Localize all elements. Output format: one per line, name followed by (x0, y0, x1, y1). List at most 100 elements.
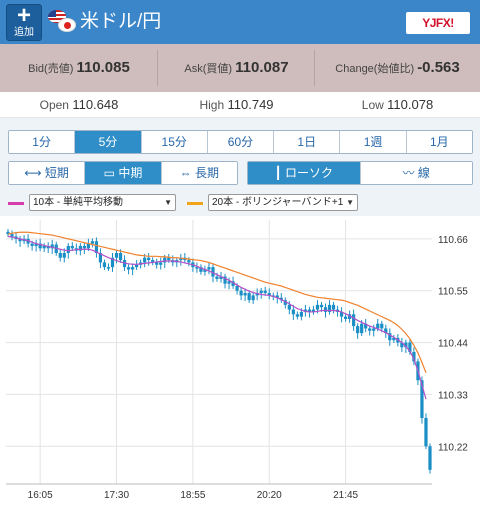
candle-body (400, 342, 404, 348)
high-value: 110.749 (227, 97, 274, 112)
candle-body (420, 380, 424, 418)
candle-body (147, 257, 151, 261)
candle-body (424, 418, 428, 447)
candle-body (327, 304, 332, 312)
candle-body (163, 257, 167, 263)
candle-body (110, 257, 115, 268)
timeframe-1m[interactable]: 1分 (9, 131, 76, 153)
candle-body (352, 314, 356, 327)
candle-body (155, 262, 159, 265)
candlestick-label: ローソク (285, 166, 334, 180)
candle-body (215, 276, 219, 279)
candle-body (203, 269, 207, 272)
candle-body (122, 260, 127, 268)
x-tick-label: 16:05 (28, 490, 53, 501)
timeframe-1d[interactable]: 1日 (274, 131, 341, 153)
candle-body (392, 337, 396, 341)
candle-body (90, 241, 95, 244)
bb-select[interactable]: 20本 - ボリンジャーバンド+1 ▼ (208, 194, 358, 211)
candle-body (42, 245, 46, 249)
long-term-icon: ⇔ (179, 166, 192, 180)
bollinger-band-line (7, 231, 427, 373)
ma-color-swatch (8, 202, 24, 205)
candle-body (34, 243, 38, 246)
timeframe-15m[interactable]: 15分 (141, 131, 208, 153)
candle-body (235, 286, 239, 291)
bb-select-value: 20本 - ボリンジャーバンド+1 (212, 197, 344, 208)
candle-body (356, 326, 360, 334)
candle-body (307, 309, 312, 312)
candle-body (343, 316, 348, 319)
candle-body (315, 304, 320, 310)
line-style-button[interactable]: 〰 線 (360, 162, 472, 184)
candle-body (130, 267, 135, 270)
candle-body (275, 295, 279, 298)
candle-body (299, 311, 303, 317)
candle-body (295, 314, 299, 317)
candle-body (339, 311, 344, 317)
candle-body (408, 342, 412, 352)
timeframe-60m[interactable]: 60分 (207, 131, 275, 153)
timeframe-5m[interactable]: 5分 (75, 131, 142, 153)
candle-body (219, 276, 223, 279)
y-tick-label: 110.66 (438, 235, 468, 246)
timeframe-1w[interactable]: 1週 (340, 131, 407, 153)
candle-body (207, 267, 211, 270)
x-tick-label: 20:20 (257, 490, 282, 501)
candle-body (62, 253, 66, 258)
ma-select-value: 10本 - 単純平均移動 (33, 197, 124, 208)
candle-body (102, 262, 107, 268)
candle-body (283, 300, 287, 305)
candle-body (98, 253, 103, 263)
candle-body (255, 293, 259, 296)
candle-body (66, 245, 70, 253)
timeframe-selector: 1分 5分 15分 60分 1日 1週 1月 (8, 130, 473, 154)
ma-select[interactable]: 10本 - 単純平均移動 ▼ (29, 194, 176, 211)
candle-body (30, 243, 34, 246)
term-short-button[interactable]: ⟷ 短期 (9, 162, 86, 184)
candle-body (78, 245, 82, 251)
candle-body (323, 307, 328, 312)
price-chart[interactable]: 110.66 110.55 110.44 110.33 110.22 16:05 17:30… (0, 216, 480, 510)
candle-body (243, 293, 247, 296)
candle-body (58, 253, 62, 258)
term-long-label: 長期 (194, 166, 219, 180)
candle-body (179, 257, 183, 261)
x-tick-label: 21:45 (333, 490, 358, 501)
plus-icon: + (16, 2, 31, 29)
app-header: + 追加 米ドル/円 YJFX! (0, 0, 480, 44)
timeframe-1mo[interactable]: 1月 (406, 131, 472, 153)
candle-body (106, 267, 111, 269)
candle-body (247, 293, 251, 301)
term-long-button[interactable]: ⇔ 長期 (161, 162, 237, 184)
candle-body (94, 241, 99, 253)
candle-body (135, 264, 139, 268)
candle-body (227, 281, 231, 284)
candle-body (223, 276, 227, 284)
candle-body (291, 309, 295, 315)
candle-body (311, 309, 316, 312)
add-button[interactable]: + 追加 (6, 4, 42, 41)
candle-body (376, 323, 380, 329)
japan-flag-icon (58, 18, 76, 32)
candle-body (187, 260, 191, 263)
term-mid-label: 中期 (118, 166, 143, 180)
candle-body (211, 267, 215, 277)
candle-body (18, 238, 22, 242)
change-value: -0.563 (417, 59, 460, 76)
candle-body (10, 234, 14, 237)
open-label: Open (39, 98, 69, 112)
candlestick-style-button[interactable]: ┃ ローソク (248, 162, 361, 184)
ask-value: 110.087 (235, 59, 289, 76)
term-short-label: 短期 (44, 166, 69, 180)
candle-body (38, 243, 42, 249)
candle-body (388, 333, 392, 341)
mid-term-icon: ▭ (103, 166, 115, 180)
x-tick-label: 17:30 (104, 490, 129, 501)
term-mid-button[interactable]: ▭ 中期 (85, 162, 162, 184)
currency-flags-icon (48, 10, 78, 34)
moving-average-line (7, 235, 427, 400)
short-term-icon: ⟷ (24, 166, 42, 180)
chevron-down-icon: ▼ (164, 198, 172, 207)
ohl-row: Open 110.648 High 110.749 Low 110.078 (0, 92, 480, 118)
